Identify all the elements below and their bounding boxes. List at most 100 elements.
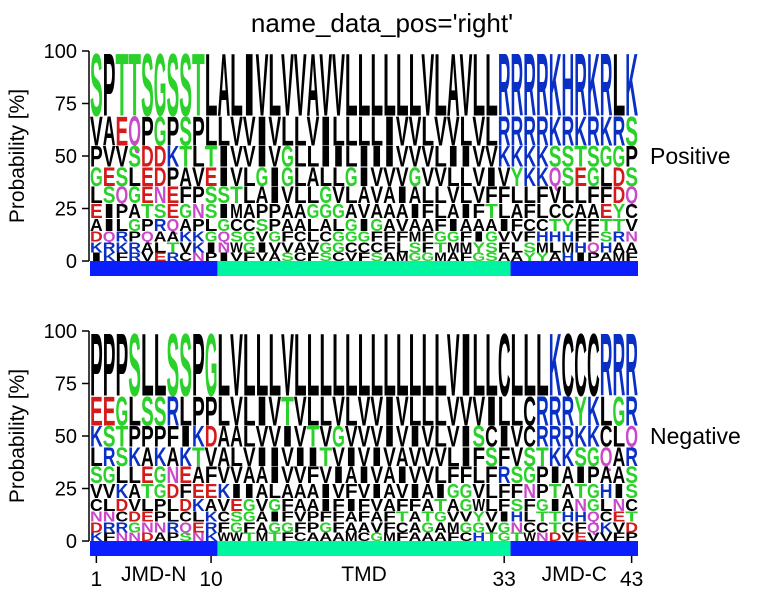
logo-letter: K: [549, 108, 562, 154]
logo-letter: A: [383, 201, 396, 223]
logo-letter: M: [536, 239, 549, 256]
logo-letter: A: [562, 462, 575, 489]
logo-letter: I: [498, 508, 511, 525]
logo-letter: K: [549, 35, 562, 134]
logo-letter: L: [230, 442, 243, 471]
logo-letter: V: [332, 481, 345, 503]
logo-letter: L: [370, 35, 383, 134]
logo-letter: R: [549, 388, 562, 434]
logo-letter: C: [396, 519, 409, 536]
logo-letter: V: [345, 421, 358, 454]
logo-letter: G: [587, 481, 600, 503]
logo-letter: I: [498, 216, 511, 236]
logo-letter: E: [90, 388, 103, 434]
logo-letter: I: [409, 421, 422, 454]
logo-letter: V: [562, 531, 575, 544]
logo-letter: L: [243, 182, 256, 209]
logo-letter: V: [294, 388, 307, 434]
logo-letter: A: [600, 251, 613, 264]
logo-letter: I: [319, 141, 332, 174]
logo-letter: A: [230, 421, 243, 454]
logo-letter: A: [345, 201, 358, 223]
logo-letter: V: [370, 496, 383, 516]
logo-letter: I: [217, 162, 230, 191]
logo-letter: K: [536, 141, 549, 174]
logo-letter: H: [562, 35, 575, 134]
logo-letter: T: [192, 442, 205, 471]
logo-letter: S: [562, 162, 575, 191]
logo-letter: S: [511, 496, 524, 516]
logo-letter: V: [409, 108, 422, 154]
logo-letter: C: [574, 315, 587, 414]
logo-letter: K: [192, 421, 205, 454]
logo-letter: V: [396, 481, 409, 503]
logo-letter: G: [307, 201, 320, 223]
logo-letter: V: [332, 182, 345, 209]
logo-letter: F: [574, 228, 587, 245]
logo-letter: L: [154, 239, 167, 256]
logo-letter: M: [460, 239, 473, 256]
logo-letter: T: [549, 519, 562, 536]
logo-letter: V: [409, 141, 422, 174]
logo-letter: L: [345, 35, 358, 134]
logo-letter: R: [613, 228, 626, 245]
logo-letter: C: [179, 251, 192, 264]
logo-letter: C: [179, 508, 192, 525]
logo-letter: V: [370, 421, 383, 454]
logo-letter: G: [587, 496, 600, 516]
logo-letter: N: [154, 519, 167, 536]
logo-letter: C: [345, 239, 358, 256]
logo-letter: V: [281, 35, 294, 134]
logo-letter: M: [396, 251, 409, 264]
logo-letter: T: [115, 35, 128, 134]
logo-letter: L: [574, 182, 587, 209]
logo-letter: F: [523, 201, 536, 223]
logo-letter: V: [421, 462, 434, 489]
logo-letter: A: [447, 251, 460, 264]
logo-letter: V: [243, 108, 256, 154]
logo-letter: D: [549, 531, 562, 544]
logo-letter: R: [154, 216, 167, 236]
logo-letter: Q: [549, 162, 562, 191]
logo-letter: K: [179, 442, 192, 471]
logo-letter: P: [307, 508, 320, 525]
logo-letter: I: [409, 201, 422, 223]
logo-letter: V: [205, 442, 218, 471]
logo-letter: R: [562, 421, 575, 454]
logo-letter: C: [600, 508, 613, 525]
logo-letter: L: [434, 182, 447, 209]
logo-letter: P: [307, 519, 320, 536]
logo-letter: V: [332, 442, 345, 471]
logo-letter: C: [485, 421, 498, 454]
logo-letter: I: [358, 216, 371, 236]
logo-letter: R: [103, 519, 116, 536]
logo-letter: F: [460, 462, 473, 489]
logo-letter: K: [90, 239, 103, 256]
logo-letter: P: [141, 216, 154, 236]
logo-letter: A: [613, 462, 626, 489]
logo-letter: P: [141, 108, 154, 154]
logo-letter: S: [319, 251, 332, 264]
logo-letter: H: [574, 508, 587, 525]
logo-letter: L: [268, 481, 281, 503]
logo-letter: L: [243, 162, 256, 191]
logo-letter: R: [625, 388, 638, 434]
logo-letter: I: [268, 462, 281, 489]
logo-letter: V: [307, 108, 320, 154]
logo-letter: C: [523, 388, 536, 434]
logo-letter: P: [205, 251, 218, 264]
logo-letter: F: [243, 519, 256, 536]
logo-letter: V: [396, 108, 409, 154]
logo-letter: F: [383, 228, 396, 245]
logo-letter: T: [574, 481, 587, 503]
logo-letter: K: [205, 508, 218, 525]
logo-letter: V: [434, 108, 447, 154]
logo-letter: G: [268, 496, 281, 516]
logo-letter: G: [434, 508, 447, 525]
logo-letter: K: [192, 239, 205, 256]
logo-letter: P: [90, 315, 103, 414]
logo-letter: S: [523, 239, 536, 256]
logo-letter: P: [90, 141, 103, 174]
region-bar-jmd-c: [510, 541, 638, 556]
